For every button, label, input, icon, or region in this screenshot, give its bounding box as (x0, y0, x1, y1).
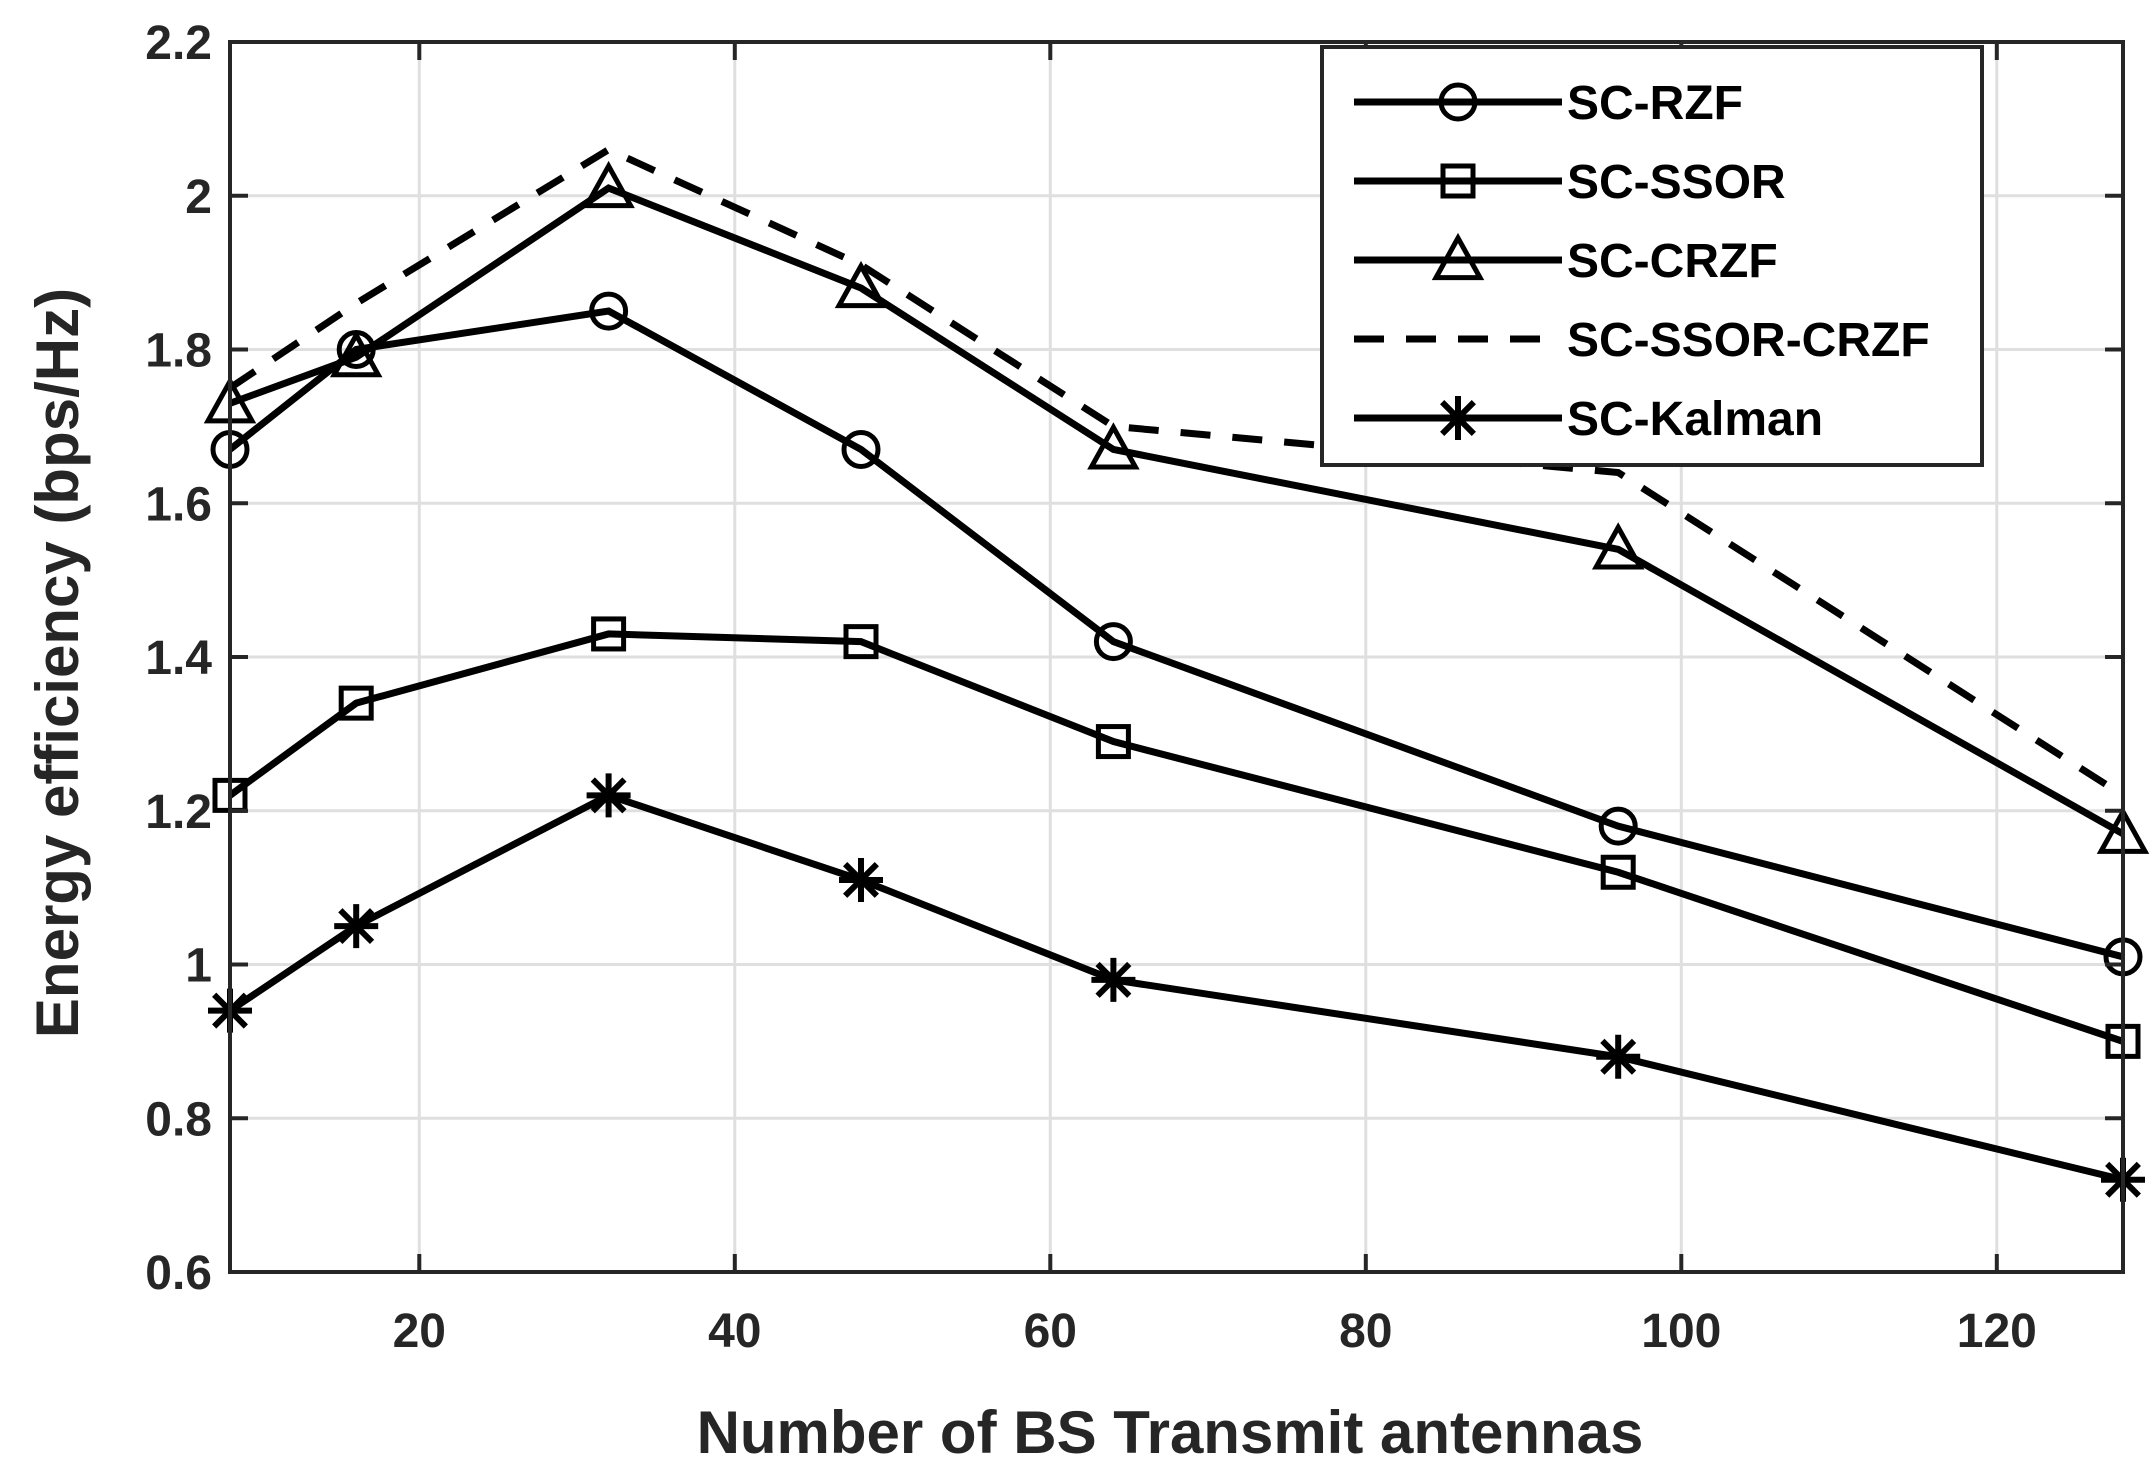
legend-label-sc-ssor: SC-SSOR (1567, 156, 1786, 209)
data-point-sc-rzf-2 (589, 291, 629, 331)
legend-label-sc-crzf: SC-CRZF (1567, 235, 1778, 288)
y-tick-label-8: 2.2 (145, 17, 212, 70)
series-sc-crzf (203, 160, 2150, 854)
x-tick-label-4: 100 (1641, 1305, 1721, 1358)
data-point-sc-crzf-5 (1591, 522, 1645, 570)
legend-label-sc-ssor-crzf: SC-SSOR-CRZF (1567, 314, 1930, 367)
legend: SC-RZF SC-SSOR SC-CRZF SC-SSOR-CRZF SC-Kalma… (1320, 45, 1984, 467)
data-point-sc-kalman-3 (839, 857, 883, 902)
data-point-sc-kalman-4 (1091, 957, 1136, 1002)
data-point-sc-crzf-1 (329, 330, 383, 378)
data-point-sc-crzf-3 (834, 260, 888, 309)
y-tick-label-5: 1.6 (145, 478, 212, 531)
legend-entry-sc-crzf: SC-CRZF (1354, 232, 1778, 288)
data-point-sc-kalman-1 (334, 904, 379, 949)
y-tick-label-0: 0.6 (145, 1247, 212, 1300)
x-tick-label-0: 20 (393, 1305, 446, 1358)
x-tick-label-3: 80 (1339, 1305, 1392, 1358)
y-tick-label-7: 2 (185, 171, 212, 224)
data-point-sc-rzf-5 (1598, 806, 1638, 846)
series-line-sc-crzf (228, 184, 2125, 837)
legend-marker-sc-ssor (1440, 163, 1476, 199)
data-point-sc-ssor-3 (843, 624, 879, 660)
legend-entry-sc-kalman: SC-Kalman (1354, 393, 1823, 446)
y-tick-label-3: 1.2 (145, 786, 212, 839)
series-sc-ssor-crzf (228, 145, 2125, 799)
data-point-sc-ssor-2 (591, 616, 627, 652)
legend-marker-sc-kalman (1436, 396, 1480, 440)
legend-marker-sc-rzf (1438, 82, 1478, 122)
y-tick-label-2: 1 (185, 940, 212, 993)
legend-entry-sc-ssor: SC-SSOR (1354, 156, 1786, 209)
series-line-sc-ssor-crzf (228, 145, 2125, 799)
data-point-sc-kalman-5 (1596, 1034, 1641, 1079)
series-line-sc-ssor (227, 630, 2125, 1045)
y-axis-label: Energy efficiency (bps/Hz) (24, 288, 91, 1038)
legend-label-sc-rzf: SC-RZF (1567, 77, 1743, 130)
legend-entry-sc-ssor-crzf: SC-SSOR-CRZF (1354, 314, 1930, 367)
data-point-sc-rzf-4 (1093, 622, 1133, 662)
y-tick-label-4: 1.4 (145, 632, 212, 685)
x-tick-label-5: 120 (1957, 1305, 2037, 1358)
data-point-sc-ssor-5 (1600, 854, 1636, 890)
data-point-sc-ssor-1 (338, 685, 374, 721)
data-point-sc-crzf-2 (582, 160, 635, 209)
legend-marker-sc-crzf (1431, 232, 1485, 281)
data-point-sc-kalman-2 (586, 773, 631, 818)
legend-box (1320, 45, 1984, 467)
series-lines (203, 145, 2150, 1202)
axes: 20 40 60 80 100 120 0.6 0.8 1 1.2 1.4 1.6 1.8 2 2.2 (145, 17, 2125, 1358)
x-axis-label: Number of BS Transmit antennas (697, 1399, 1644, 1466)
legend-label-sc-kalman: SC-Kalman (1567, 393, 1823, 446)
y-tick-label-1: 0.8 (145, 1093, 212, 1146)
x-tick-label-1: 40 (708, 1305, 761, 1358)
legend-entry-sc-rzf: SC-RZF (1354, 77, 1743, 130)
data-point-sc-rzf-3 (841, 429, 881, 469)
data-point-sc-ssor-4 (1095, 724, 1131, 760)
y-tick-label-6: 1.8 (145, 325, 212, 378)
series-line-sc-rzf (227, 307, 2124, 961)
x-tick-label-2: 60 (1024, 1305, 1077, 1358)
data-point-sc-crzf-4 (1087, 422, 1140, 470)
